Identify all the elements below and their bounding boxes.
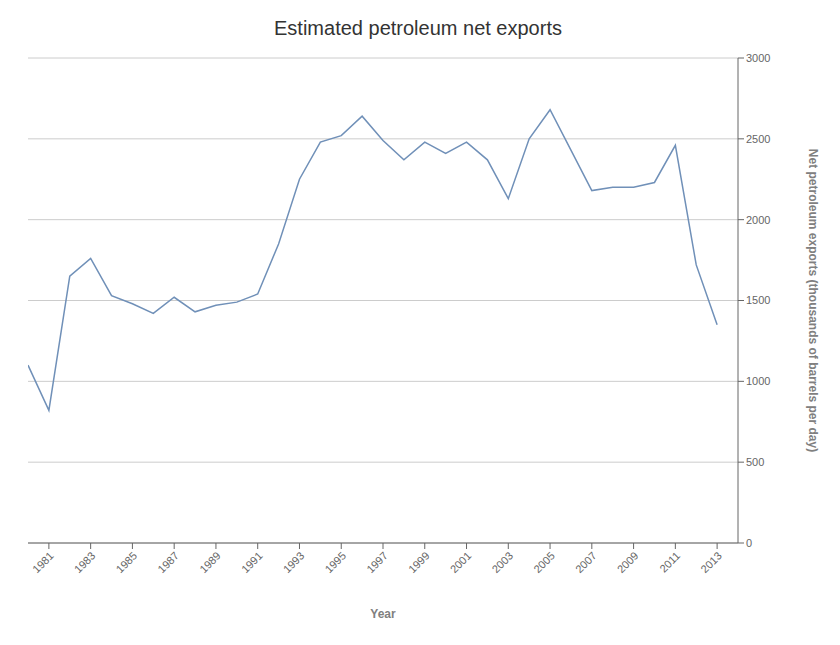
svg-text:2009: 2009	[615, 549, 641, 575]
svg-text:1987: 1987	[155, 549, 181, 575]
svg-text:1985: 1985	[114, 549, 140, 575]
svg-text:1989: 1989	[197, 549, 223, 575]
svg-text:1000: 1000	[746, 375, 770, 387]
svg-text:2005: 2005	[531, 549, 557, 575]
svg-text:2011: 2011	[657, 549, 682, 574]
svg-text:2003: 2003	[489, 549, 515, 575]
html-text:Estimated petroleum net export: Estimated petroleum net exports	[274, 17, 562, 39]
svg-text:Net petroleum exports (thousan: Net petroleum exports (thousands of barr…	[806, 149, 820, 452]
svg-text:1500: 1500	[746, 294, 770, 306]
svg-text:2000: 2000	[746, 214, 770, 226]
svg-text:2013: 2013	[698, 549, 724, 575]
svg-text:500: 500	[746, 456, 764, 468]
svg-text:3000: 3000	[746, 52, 770, 64]
svg-text:1983: 1983	[72, 549, 98, 575]
svg-text:2001: 2001	[448, 549, 474, 575]
svg-text:2007: 2007	[573, 549, 599, 575]
svg-text:1991: 1991	[239, 549, 265, 575]
svg-text:1993: 1993	[281, 549, 307, 575]
svg-text:2500: 2500	[746, 133, 770, 145]
svg-text:1999: 1999	[406, 549, 432, 575]
svg-text:1995: 1995	[322, 549, 348, 575]
svg-text:1997: 1997	[364, 549, 390, 575]
svg-text:1981: 1981	[30, 549, 56, 575]
svg-text:Year: Year	[370, 607, 396, 621]
svg-text:0: 0	[746, 537, 752, 549]
